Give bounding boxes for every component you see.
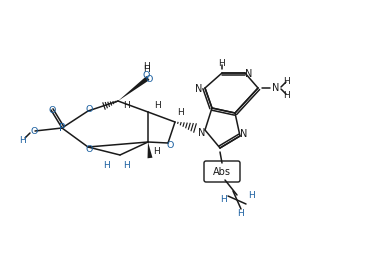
Text: N: N <box>195 84 203 94</box>
Text: H: H <box>220 196 226 205</box>
Text: P: P <box>59 123 65 133</box>
Text: N: N <box>240 129 248 139</box>
Text: O: O <box>166 140 174 149</box>
Text: O: O <box>145 75 153 83</box>
Text: O: O <box>85 104 93 113</box>
Text: H: H <box>123 161 129 169</box>
Text: Abs: Abs <box>213 167 231 177</box>
FancyBboxPatch shape <box>204 161 240 182</box>
Polygon shape <box>118 76 149 101</box>
Text: O: O <box>48 105 56 114</box>
Text: H: H <box>284 90 290 99</box>
Text: H: H <box>217 59 224 68</box>
Text: H: H <box>248 191 254 199</box>
Text: N: N <box>272 83 280 93</box>
Text: O: O <box>30 126 38 135</box>
Text: H: H <box>19 135 26 145</box>
Text: O: O <box>85 145 93 154</box>
Text: N: N <box>245 69 253 79</box>
Text: H: H <box>143 64 149 74</box>
Text: H: H <box>123 100 129 110</box>
Text: H: H <box>152 147 159 155</box>
Text: H: H <box>103 161 110 169</box>
Text: N: N <box>198 128 205 138</box>
Polygon shape <box>147 142 152 158</box>
Text: H: H <box>284 76 290 85</box>
Text: O: O <box>142 70 150 80</box>
Text: H: H <box>154 100 160 110</box>
Text: H: H <box>236 210 243 219</box>
Text: H: H <box>143 61 149 70</box>
Text: H: H <box>176 107 183 117</box>
